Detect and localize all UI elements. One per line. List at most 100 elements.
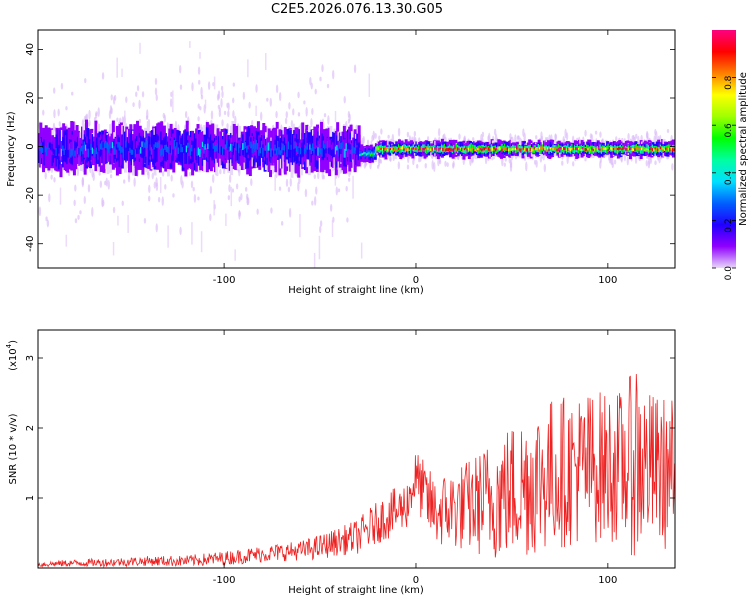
heatmap-cell xyxy=(521,147,524,150)
heatmap-cell xyxy=(174,120,178,130)
heatmap-cell xyxy=(318,235,321,260)
heatmap-cell xyxy=(193,144,197,163)
heatmap-cell xyxy=(444,148,447,152)
heatmap-cell xyxy=(613,159,617,165)
heatmap-cell xyxy=(474,145,477,152)
heatmap-cell xyxy=(533,159,537,165)
heatmap-cell xyxy=(514,134,517,145)
heatmap-cell xyxy=(565,148,568,152)
heatmap-cell xyxy=(196,148,199,156)
heatmap-cell xyxy=(671,163,674,171)
heatmap-cell xyxy=(121,200,124,207)
heatmap-cell xyxy=(126,141,129,149)
heatmap-cell xyxy=(346,217,349,223)
heatmap-cell xyxy=(319,220,323,227)
heatmap-cell xyxy=(560,145,563,154)
heatmap-cell xyxy=(337,188,341,193)
heatmap-cell xyxy=(603,147,606,151)
heatmap-cell xyxy=(275,110,278,119)
heatmap-cell xyxy=(247,59,249,78)
heatmap-cell xyxy=(488,132,491,143)
heatmap-cell xyxy=(380,128,383,135)
heatmap-cell xyxy=(204,144,207,150)
heatmap-cell xyxy=(354,143,357,151)
heatmap-cell xyxy=(530,148,533,152)
heatmap-cell xyxy=(266,97,269,102)
heatmap-cell xyxy=(145,139,148,149)
heatmap-cell xyxy=(248,136,252,154)
heatmap-cell xyxy=(544,146,547,151)
heatmap-cell xyxy=(213,76,216,90)
heatmap-cell xyxy=(516,147,519,153)
heatmap-cell xyxy=(313,252,316,268)
heatmap-cell xyxy=(246,145,249,153)
heatmap-cell xyxy=(152,143,155,159)
heatmap-cell xyxy=(275,84,279,94)
heatmap-cell xyxy=(320,141,323,154)
heatmap-cell xyxy=(121,147,124,153)
heatmap-cell xyxy=(236,142,240,161)
heatmap-cell xyxy=(83,143,87,158)
heatmap-cell xyxy=(654,128,657,136)
heatmap-cell xyxy=(117,141,120,148)
heatmap-cell xyxy=(434,147,437,150)
heatmap-cell xyxy=(179,65,182,74)
heatmap-cell xyxy=(304,188,308,198)
heatmap-cell xyxy=(484,155,488,165)
heatmap-cell xyxy=(654,145,657,155)
heatmap-cell xyxy=(292,108,295,116)
spectrogram-ticks: -100 0 100 -40 -20 0 20 40 xyxy=(25,30,675,286)
heatmap-cell xyxy=(551,148,554,151)
heatmap-cell xyxy=(172,193,175,198)
heatmap-cell xyxy=(179,226,182,236)
heatmap-cell xyxy=(133,149,136,159)
heatmap-cell xyxy=(632,148,635,152)
heatmap-cell xyxy=(406,148,409,152)
heatmap-cell xyxy=(508,148,511,152)
heatmap-cell xyxy=(117,215,119,226)
heatmap-cell xyxy=(536,146,539,151)
heatmap-cell xyxy=(294,139,298,161)
heatmap-cell xyxy=(504,157,507,162)
heatmap-cell xyxy=(266,144,269,154)
heatmap-cell xyxy=(491,147,494,151)
heatmap-cell xyxy=(109,141,112,150)
heatmap-cell xyxy=(102,141,105,148)
heatmap-cell xyxy=(197,196,200,201)
heatmap-cell xyxy=(63,138,67,155)
snr-ticks: -100 0 100 1 2 3 xyxy=(25,330,675,586)
heatmap-cell xyxy=(470,143,473,153)
heatmap-cell xyxy=(130,149,133,155)
heatmap-cell xyxy=(90,143,93,151)
heatmap-cell xyxy=(289,178,292,187)
heatmap-cell xyxy=(529,147,532,152)
heatmap-cell xyxy=(475,148,478,151)
heatmap-cell xyxy=(559,146,562,151)
heatmap-cell xyxy=(161,196,164,207)
heatmap-cell xyxy=(569,148,572,152)
heatmap-cell xyxy=(70,148,73,158)
heatmap-cell xyxy=(269,141,272,151)
heatmap-cell xyxy=(412,147,415,150)
heatmap-cell xyxy=(244,186,248,192)
heatmap-cell xyxy=(313,174,317,179)
heatmap-cell xyxy=(307,145,310,155)
heatmap-cell xyxy=(615,146,618,151)
heatmap-cell xyxy=(278,91,282,102)
heatmap-cell xyxy=(87,138,91,152)
heatmap-cell xyxy=(145,115,149,121)
heatmap-cell xyxy=(207,138,210,161)
heatmap-cell xyxy=(366,139,370,146)
heatmap-cell xyxy=(215,145,218,151)
heatmap-cell xyxy=(319,76,322,82)
spectrogram-y-label: Frequency (Hz) xyxy=(6,111,17,187)
heatmap-cell xyxy=(60,141,64,156)
heatmap-cell xyxy=(369,162,372,170)
heatmap-cell xyxy=(59,140,62,149)
heatmap-cell xyxy=(378,158,381,163)
heatmap-cell xyxy=(105,177,108,187)
heatmap-cell xyxy=(94,150,97,158)
heatmap-cell xyxy=(489,148,492,152)
heatmap-cell xyxy=(235,142,238,162)
heatmap-cell xyxy=(140,147,143,154)
